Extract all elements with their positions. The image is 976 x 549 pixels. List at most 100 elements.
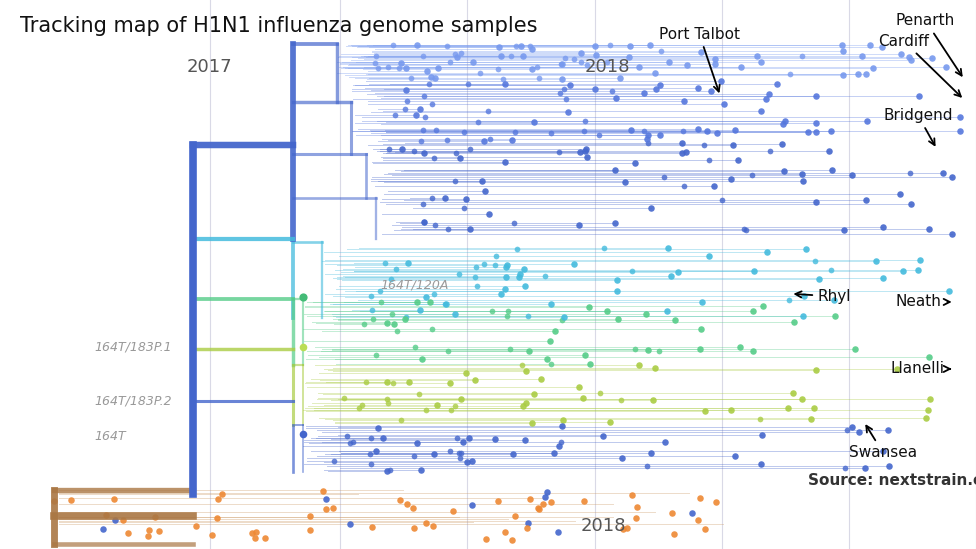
Point [750, 52, 765, 61]
Point [875, 223, 891, 232]
Point [835, 70, 851, 79]
Point [596, 244, 612, 253]
Point [698, 524, 713, 533]
Point [588, 42, 603, 51]
Point [427, 125, 443, 134]
Point [921, 225, 937, 234]
Point [769, 80, 785, 89]
Point [514, 361, 530, 369]
Text: Port Talbot: Port Talbot [659, 26, 740, 92]
Point [427, 221, 442, 229]
Point [447, 310, 463, 318]
Point [443, 378, 459, 387]
Point [808, 198, 824, 206]
Point [522, 42, 538, 51]
Point [490, 65, 506, 74]
Point [429, 401, 445, 410]
Point [661, 244, 676, 253]
Point [685, 509, 701, 518]
Point [745, 346, 760, 355]
Point [417, 149, 432, 158]
Point [376, 434, 391, 442]
Point [487, 260, 503, 269]
Point [953, 127, 968, 136]
Point [574, 58, 590, 66]
Point [851, 428, 867, 437]
Point [733, 63, 749, 71]
Point [547, 449, 562, 457]
Point [615, 525, 630, 534]
Point [839, 426, 855, 435]
Point [602, 417, 618, 426]
Text: 2018: 2018 [581, 517, 626, 535]
Point [920, 405, 936, 414]
Point [440, 225, 456, 234]
Point [411, 390, 427, 399]
Point [652, 81, 668, 90]
Point [115, 515, 131, 524]
Point [437, 194, 453, 203]
Point [427, 289, 442, 298]
Point [918, 413, 934, 422]
Point [95, 524, 110, 533]
Point [875, 446, 891, 455]
Point [696, 141, 712, 149]
Point [497, 80, 512, 88]
Point [521, 346, 537, 355]
Point [701, 156, 716, 165]
Point [754, 430, 770, 439]
Point [336, 394, 351, 402]
Point [427, 450, 442, 458]
Point [517, 436, 533, 445]
Point [844, 423, 860, 432]
Point [654, 47, 670, 56]
Point [520, 311, 536, 320]
Point [557, 54, 573, 63]
Point [592, 388, 608, 397]
Point [423, 72, 438, 81]
Point [638, 462, 654, 470]
Point [413, 466, 428, 475]
Point [796, 292, 812, 300]
Point [637, 310, 653, 318]
Point [706, 182, 721, 191]
Point [893, 49, 909, 58]
Point [417, 92, 432, 100]
Point [318, 495, 334, 503]
Point [468, 282, 484, 291]
Point [497, 284, 512, 293]
Point [850, 70, 866, 79]
Point [589, 51, 604, 60]
Point [667, 316, 682, 325]
Point [566, 55, 582, 64]
Point [858, 69, 874, 78]
Point [869, 257, 884, 266]
Point [516, 265, 532, 273]
Point [776, 120, 792, 128]
Point [426, 522, 441, 530]
Point [463, 144, 478, 153]
Point [470, 118, 486, 127]
Point [458, 369, 473, 378]
Point [520, 518, 536, 527]
Point [549, 528, 565, 537]
Point [613, 395, 629, 404]
Point [780, 403, 795, 412]
Point [327, 457, 343, 466]
Point [379, 378, 394, 386]
Point [392, 495, 408, 504]
Point [368, 52, 384, 61]
Point [437, 300, 453, 309]
Point [661, 58, 676, 66]
Point [693, 324, 709, 333]
Point [553, 60, 569, 69]
Point [607, 219, 623, 227]
Point [675, 126, 691, 135]
Point [527, 390, 543, 399]
Point [388, 265, 404, 273]
Point [481, 210, 497, 219]
Point [140, 532, 155, 541]
Point [807, 257, 823, 266]
Point [648, 85, 664, 94]
Point [803, 415, 819, 424]
